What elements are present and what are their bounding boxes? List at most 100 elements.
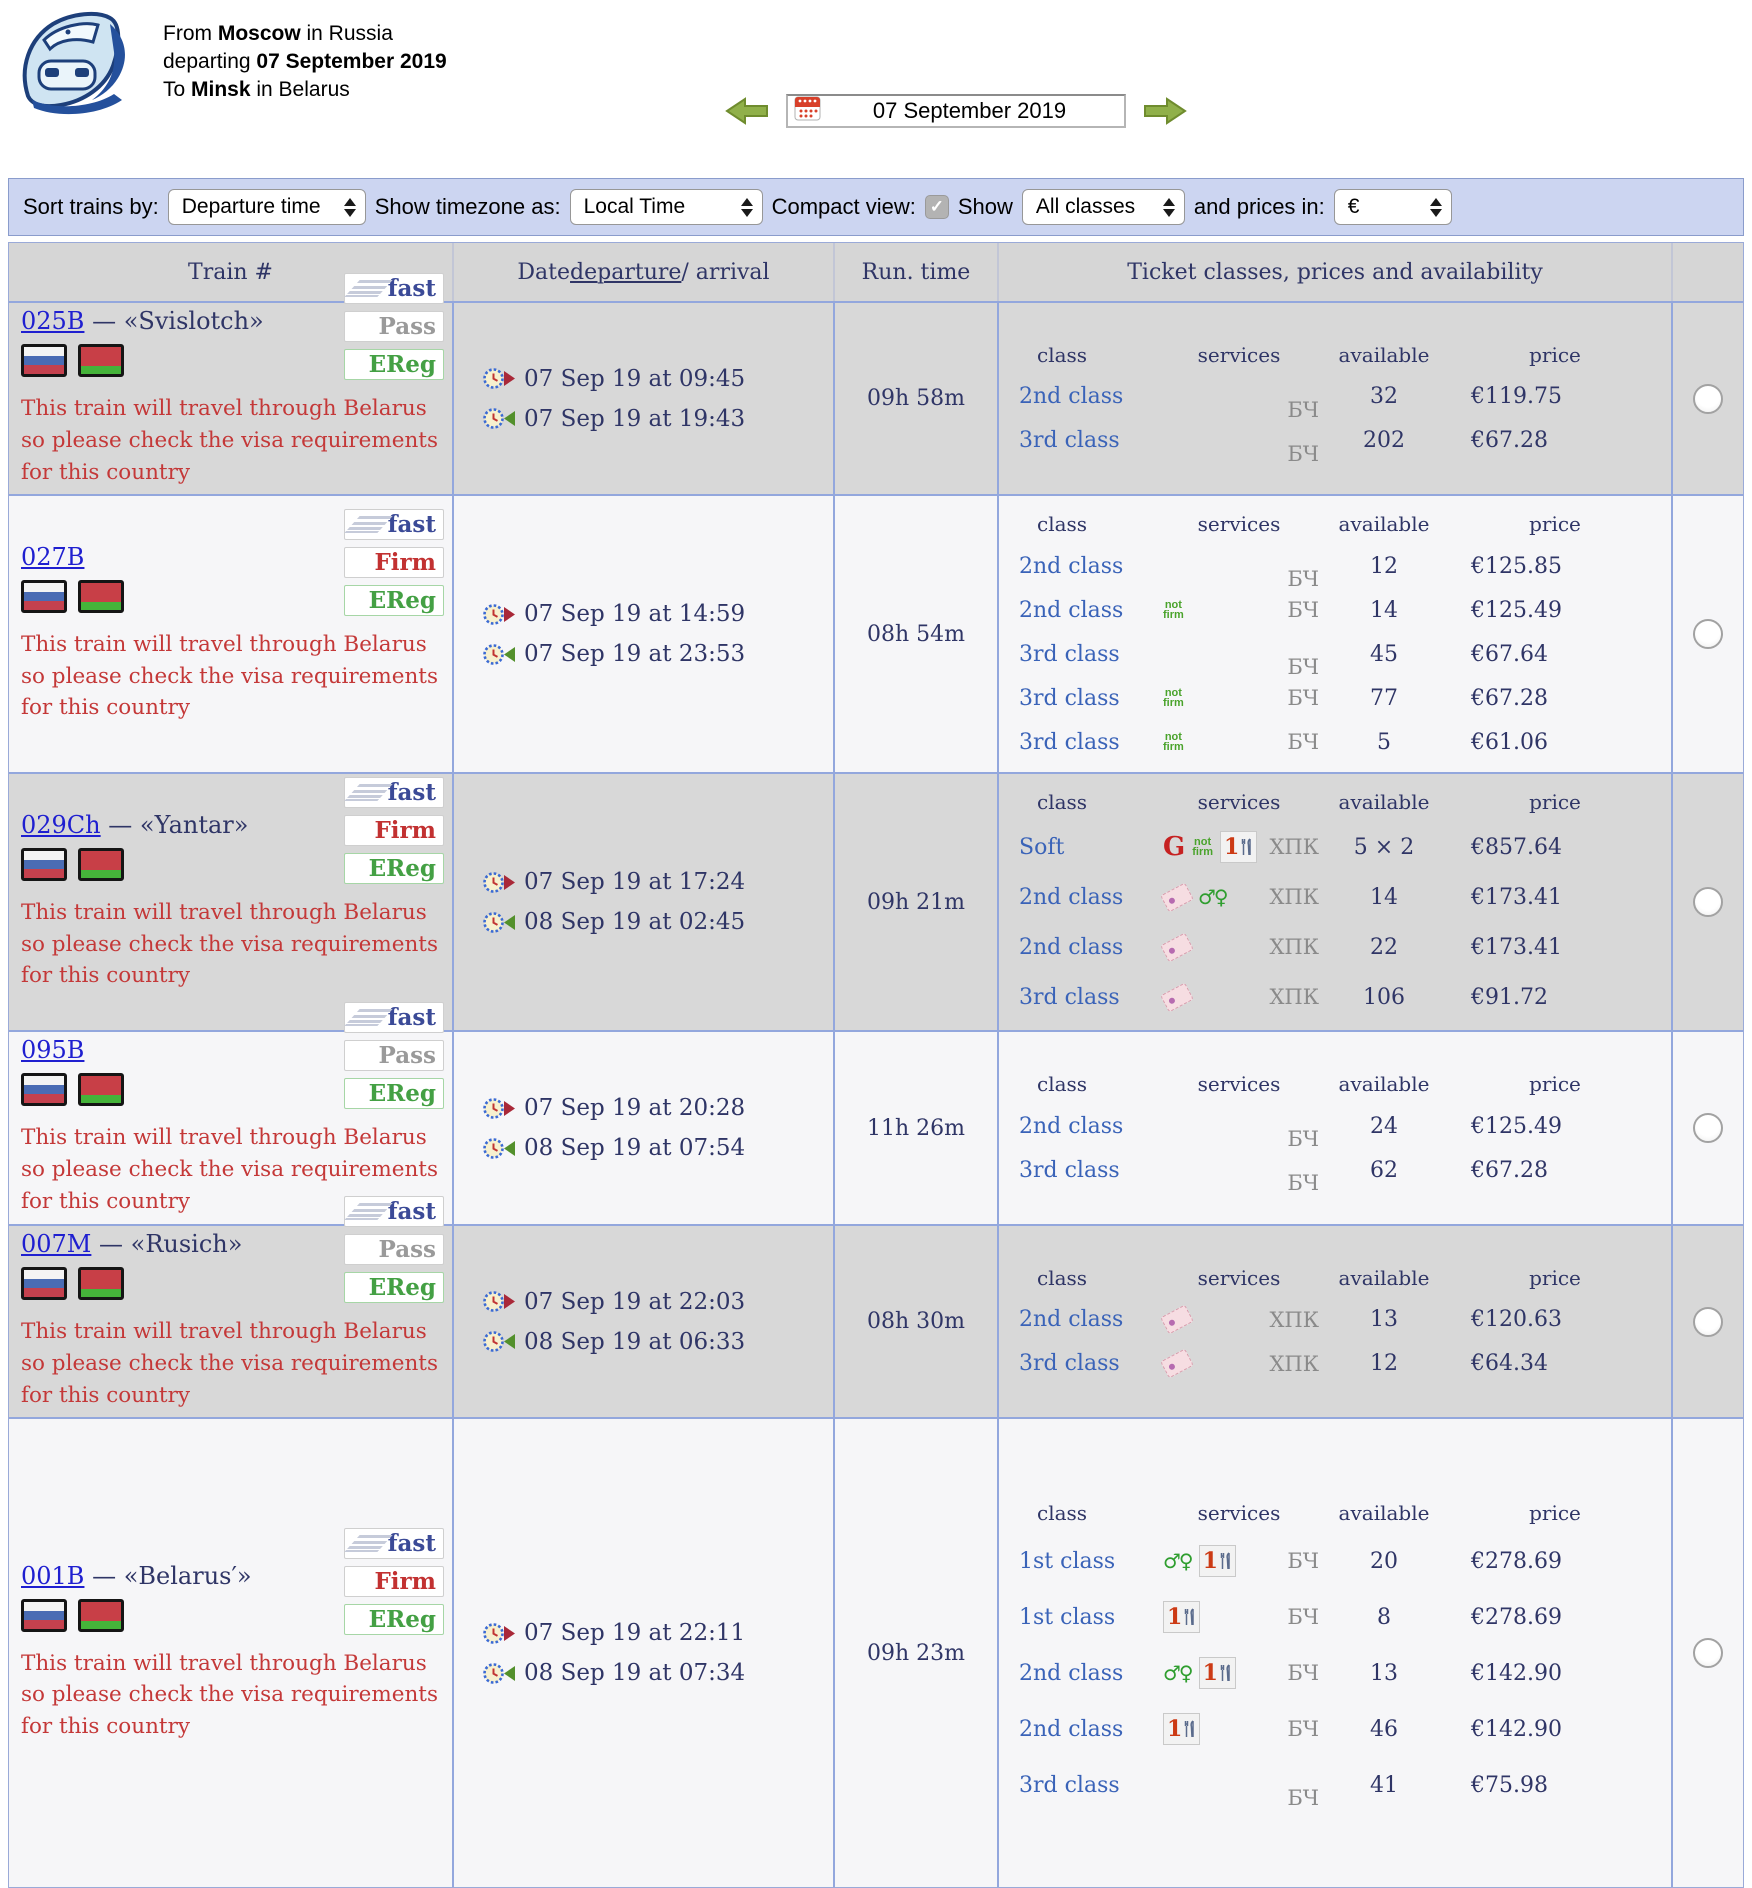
class-subheader: class <box>1037 342 1088 367</box>
ticket-subheader-row: class services available price <box>1019 335 1671 375</box>
ticket-price: €173.41 <box>1471 884 1562 910</box>
clock-icon <box>483 1097 504 1119</box>
services-cell: ХПК <box>1149 1298 1329 1342</box>
available-count: 77 <box>1370 685 1398 711</box>
train-name: — «Svislotch» <box>84 307 264 335</box>
available-subheader: available <box>1338 1501 1430 1526</box>
schedule-cell: 07 Sep 19 at 09:45 07 Sep 19 at 19:43 <box>454 303 835 495</box>
arrival-datetime: 08 Sep 19 at 07:34 <box>524 1660 746 1687</box>
departure-arrow-icon <box>503 369 516 388</box>
fast-badge: fast <box>344 1195 444 1227</box>
select-train-radio[interactable] <box>1693 887 1723 918</box>
meal-icon: 1 <box>1198 1545 1236 1578</box>
belarus-flag-icon <box>78 1266 124 1300</box>
select-arrows-icon <box>1162 197 1175 217</box>
class-subheader: class <box>1037 790 1088 815</box>
select-column-header <box>1673 243 1743 301</box>
train-number-link[interactable]: 095B <box>21 1036 85 1065</box>
train-number-link[interactable]: 001B <box>21 1561 85 1590</box>
meal-icon: 1 <box>1163 1601 1201 1634</box>
grand-class-icon: G <box>1163 832 1186 863</box>
ticket-class-row: 3rd class БЧ 45 €67.64 <box>1019 632 1671 680</box>
runtime-column-header: Run. time <box>835 243 999 301</box>
arrival-datetime: 08 Sep 19 at 06:33 <box>524 1328 746 1355</box>
schedule-cell: 07 Sep 19 at 22:03 08 Sep 19 at 06:33 <box>454 1225 835 1418</box>
firm-badge: Firm <box>344 546 444 578</box>
timezone-select[interactable]: Local Time <box>569 189 763 225</box>
ereg-badge: EReg <box>344 349 444 380</box>
departure-line: 07 Sep 19 at 22:03 <box>482 1289 833 1315</box>
e-ticket-icon <box>1160 882 1194 913</box>
currency-select[interactable]: € <box>1333 189 1452 225</box>
clock-icon <box>483 368 504 390</box>
select-train-radio[interactable] <box>1693 619 1723 650</box>
sort-by-departure-link[interactable]: departure <box>570 259 682 285</box>
clock-icon <box>483 1137 504 1159</box>
firm-badge: Firm <box>344 814 444 846</box>
arrival-datetime: 08 Sep 19 at 02:45 <box>524 909 746 936</box>
train-name: — «Belarus′» <box>84 1561 252 1590</box>
belarus-flag-icon <box>78 579 124 613</box>
gender-compartment-icon: ♂♀ <box>1198 885 1229 910</box>
ticket-class-name: 2nd class <box>1019 597 1124 623</box>
available-count: 41 <box>1370 1772 1398 1798</box>
visa-warning-text: This train will travel through Belarus s… <box>21 1650 438 1740</box>
next-day-button[interactable] <box>1142 95 1188 127</box>
ticket-price: €125.85 <box>1471 553 1562 579</box>
clock-icon <box>483 912 504 933</box>
train-column-header: Train # <box>9 243 454 301</box>
schedule-cell: 07 Sep 19 at 14:59 07 Sep 19 at 23:53 <box>454 496 835 773</box>
carrier-label: ХПК <box>1269 885 1319 910</box>
select-train-cell <box>1673 496 1743 772</box>
ticket-price: €857.64 <box>1471 834 1562 860</box>
train-number-link[interactable]: 025B <box>21 307 85 335</box>
departure-line: 07 Sep 19 at 20:28 <box>482 1095 833 1121</box>
ticket-class-row: 3rd class БЧ 202 €67.28 <box>1019 419 1671 466</box>
ticket-class-name: 2nd class <box>1019 553 1124 579</box>
train-number-link[interactable]: 007M <box>21 1229 92 1258</box>
badge-stack: fast Firm EReg <box>344 776 444 891</box>
sort-select[interactable]: Departure time <box>167 189 366 225</box>
russia-flag-icon <box>21 1073 67 1107</box>
compact-view-checkbox[interactable]: ✓ <box>924 195 949 219</box>
arrival-arrow-icon <box>503 645 516 664</box>
carrier-label: БЧ <box>1287 567 1319 592</box>
ticket-class-name: 1st class <box>1019 1604 1116 1630</box>
services-cell: БЧ <box>1149 375 1329 422</box>
arrival-arrow-icon <box>503 409 516 428</box>
select-train-cell <box>1673 1419 1743 1887</box>
run-time: 09h 58m <box>835 303 999 495</box>
arrival-line: 08 Sep 19 at 06:33 <box>482 1329 833 1355</box>
train-info-cell: fast Firm EReg 027B This train will travel… <box>9 496 454 773</box>
e-ticket-icon <box>1160 932 1194 963</box>
speed-lines-icon <box>344 1534 393 1552</box>
ticket-price: €67.64 <box>1471 641 1548 667</box>
departure-datetime: 07 Sep 19 at 22:11 <box>524 1620 746 1647</box>
classes-select[interactable]: All classes <box>1021 189 1185 225</box>
russia-flag-icon <box>21 344 67 377</box>
previous-day-button[interactable] <box>724 95 770 127</box>
select-train-radio[interactable] <box>1693 1306 1723 1337</box>
train-number-link[interactable]: 027B <box>21 542 85 571</box>
select-train-radio[interactable] <box>1693 1113 1723 1144</box>
calendar-icon[interactable] <box>794 95 821 127</box>
services-cell: not firm БЧ <box>1149 720 1329 764</box>
available-subheader: available <box>1338 512 1430 537</box>
ticket-class-name: 3rd class <box>1019 1157 1120 1183</box>
select-arrows-icon <box>740 197 753 217</box>
meal-icon: 1 <box>1198 1657 1236 1690</box>
available-count: 62 <box>1370 1157 1398 1183</box>
meal-icon: 1 <box>1163 1713 1201 1746</box>
ticket-class-row: 2nd class ХПК 22 €173.41 <box>1019 922 1671 972</box>
class-subheader: class <box>1037 1072 1088 1097</box>
date-picker[interactable]: 07 September 2019 <box>786 94 1126 128</box>
clock-icon <box>483 604 504 625</box>
services-cell: БЧ <box>1149 544 1329 592</box>
select-train-radio[interactable] <box>1693 383 1723 414</box>
selected-date: 07 September 2019 <box>872 98 1067 123</box>
ticket-price: €75.98 <box>1471 1772 1548 1798</box>
services-cell: ♂♀ ХПК <box>1149 872 1329 922</box>
train-number-link[interactable]: 029Ch <box>21 810 101 839</box>
select-train-radio[interactable] <box>1693 1638 1723 1669</box>
belarus-flag-icon <box>78 847 124 881</box>
